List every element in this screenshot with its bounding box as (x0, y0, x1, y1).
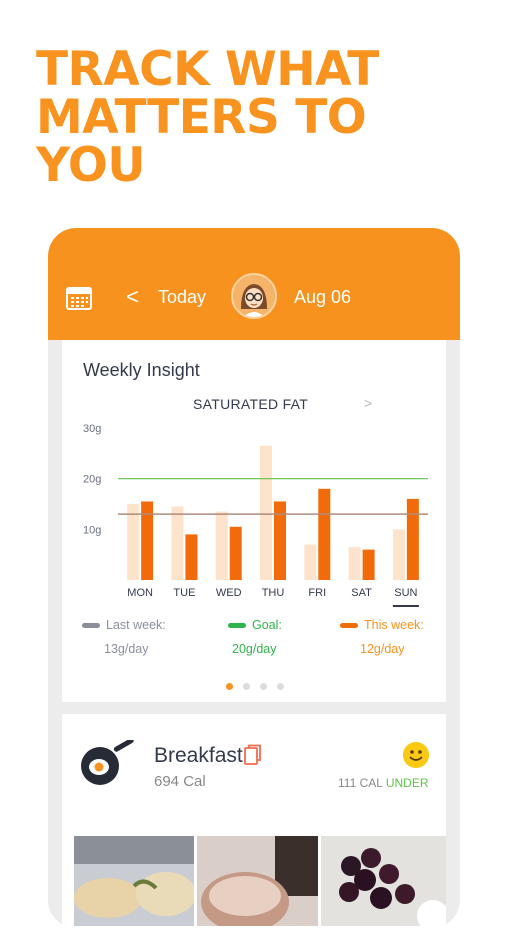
headline-line-1: TRACK WHAT (36, 42, 379, 97)
legend-last-week-value: 13g/day (104, 642, 149, 656)
legend-this-week-label: This week: (364, 618, 424, 632)
x-tick-label: SAT (351, 587, 372, 599)
insight-title: Weekly Insight (83, 360, 200, 380)
legend-goal: Goal: 20g/day (228, 618, 282, 656)
bar-this-week (362, 549, 375, 580)
phone-frame: < Today Aug 06 Weekly Insight SATURATED … (48, 228, 460, 928)
page-dot[interactable] (277, 683, 284, 690)
meal-photo-smoothie[interactable] (197, 836, 318, 926)
breakfast-card[interactable]: Breakfast 694 Cal 111 CAL UNDER (62, 714, 446, 928)
meal-photo-sandwich[interactable] (74, 836, 194, 926)
bar-last-week (171, 506, 184, 580)
frying-pan-icon (81, 740, 134, 785)
avatar-face-icon (233, 275, 275, 317)
x-tick-label: FRI (308, 587, 326, 599)
x-tick-label: SUN (394, 587, 417, 599)
x-tick-label: MON (127, 587, 153, 599)
metric-selector[interactable]: SATURATED FAT (193, 396, 309, 412)
saturated-fat-chart: 30g 20g 10g MON TUE WED THU FRI SAT SUN (83, 423, 428, 607)
weekly-insight-card: Weekly Insight SATURATED FAT > 30g 20g 10g… (62, 340, 446, 702)
bar-this-week (141, 501, 154, 580)
headline-line-2: MATTERS TO (36, 90, 367, 145)
meal-notes-icon[interactable] (244, 744, 262, 766)
selected-day-underline (392, 605, 419, 607)
page-dot[interactable] (243, 683, 250, 690)
headline-line-3: YOU (36, 138, 145, 193)
headline: TRACK WHAT MATTERS TO YOU (36, 46, 379, 190)
y-tick-label: 10g (83, 524, 101, 536)
bar-last-week (392, 529, 405, 580)
meal-photos (74, 836, 446, 926)
previous-day-button[interactable]: < (126, 284, 139, 309)
bar-this-week (185, 534, 198, 580)
page-indicator[interactable] (226, 677, 294, 695)
smiley-icon (403, 742, 429, 768)
x-tick-label: THU (262, 587, 285, 599)
legend-last-week-swatch (82, 623, 100, 629)
legend-last-week: Last week: 13g/day (82, 618, 166, 656)
avatar[interactable] (231, 273, 277, 319)
meal-calories: 694 Cal (154, 773, 206, 790)
bar-last-week (127, 504, 140, 580)
calendar-icon[interactable] (66, 286, 92, 310)
calorie-status-amount: 111 CAL (338, 776, 383, 790)
x-tick-label: WED (216, 587, 242, 599)
smoothie-photo-icon (197, 836, 318, 926)
legend-this-week-swatch (340, 623, 358, 629)
next-metric-button[interactable]: > (364, 395, 373, 411)
bar-last-week (348, 547, 361, 580)
bar-this-week (229, 526, 242, 580)
sandwich-photo-icon (74, 836, 194, 926)
top-bar: < Today Aug 06 (48, 228, 460, 346)
meal-photo-berries[interactable] (321, 836, 446, 926)
page-dot[interactable] (260, 683, 267, 690)
legend-goal-value: 20g/day (232, 642, 277, 656)
calorie-status-word: UNDER (385, 776, 429, 790)
page-dot[interactable] (226, 683, 233, 690)
legend-last-week-label: Last week: (106, 618, 166, 632)
today-label[interactable]: Today (158, 287, 207, 307)
y-tick-label: 20g (83, 474, 101, 486)
legend-this-week: This week: 12g/day (340, 618, 424, 656)
berries-photo-icon (321, 836, 446, 926)
bar-last-week (260, 445, 272, 580)
bar-last-week (215, 511, 228, 580)
legend-goal-swatch (228, 623, 246, 629)
x-tick-label: TUE (173, 587, 195, 599)
bar-this-week (274, 501, 286, 580)
legend-this-week-value: 12g/day (360, 642, 405, 656)
y-tick-label: 30g (83, 423, 101, 435)
bar-this-week (406, 498, 419, 580)
meal-title[interactable]: Breakfast (154, 744, 243, 767)
bar-last-week (304, 544, 317, 580)
calorie-status: 111 CAL UNDER (338, 776, 429, 790)
current-date-label[interactable]: Aug 06 (294, 287, 352, 307)
legend-goal-label: Goal: (252, 618, 282, 632)
bar-this-week (318, 488, 331, 580)
